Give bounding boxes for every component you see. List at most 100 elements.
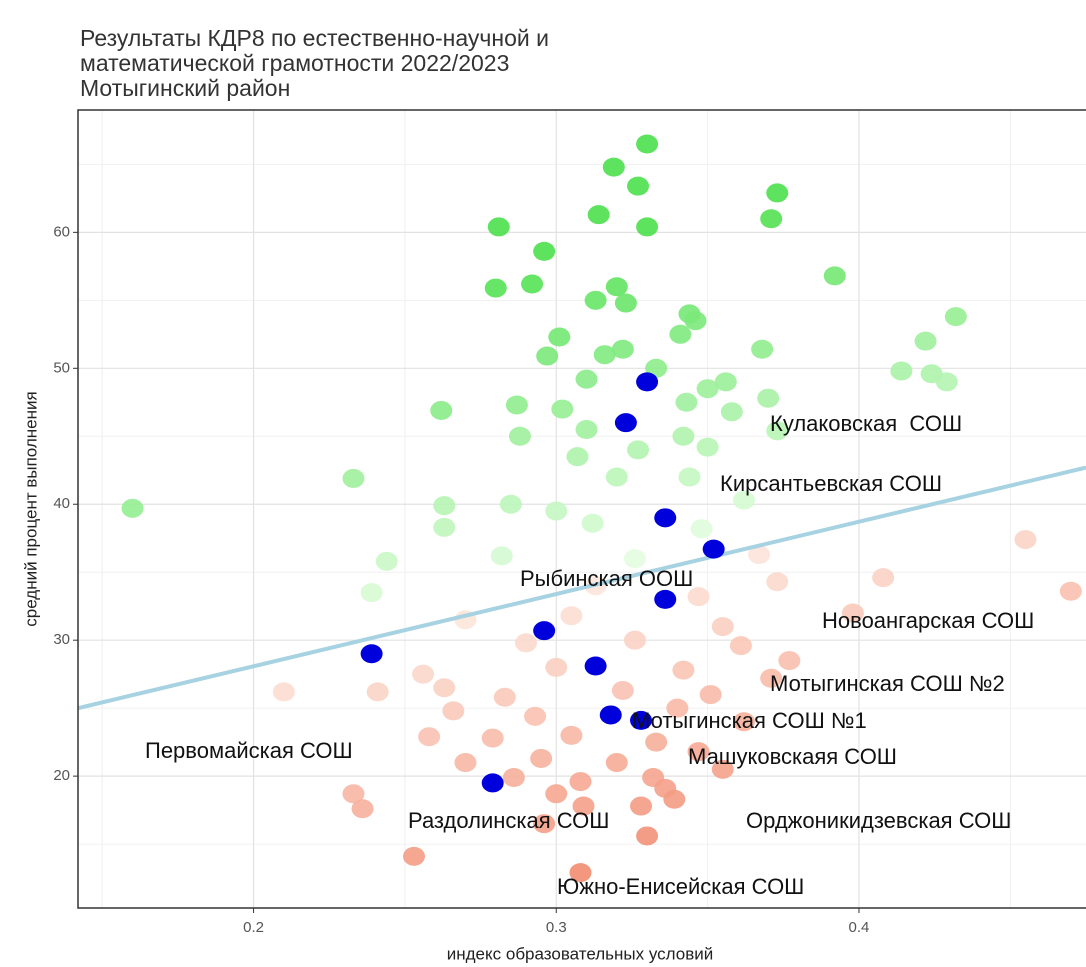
background-point [1059,581,1082,601]
school-label: Южно-Енисейская СОШ [557,874,804,899]
background-point [545,784,568,804]
background-point [502,767,525,787]
background-point [636,134,659,154]
background-point [669,324,692,344]
background-point [684,311,707,331]
background-point [732,490,755,510]
background-point [515,633,537,653]
background-point [375,551,398,571]
y-axis-label: средний процент выполнения [21,391,40,626]
background-point [732,712,755,732]
background-point [766,572,789,592]
background-point [672,426,695,446]
background-point [360,583,383,603]
background-point [690,519,713,539]
background-point [412,664,435,684]
school-label: Мотыгинская СОШ №1 [632,708,867,733]
y-tick-label: 20 [53,767,70,784]
school-point [654,508,677,528]
background-point [711,617,734,637]
background-point [627,176,649,196]
background-point [751,339,774,359]
background-point [351,799,374,819]
background-point [454,753,477,773]
school-label: Машуковскаяя СОШ [688,744,897,769]
plot-area [78,134,1086,883]
background-point [342,784,365,804]
background-point [687,742,710,762]
school-point [702,539,725,559]
background-point [611,339,634,359]
school-point [481,773,504,793]
background-point [533,241,556,261]
x-tick-label: 0.4 [849,919,870,936]
background-point [760,668,783,688]
background-point [487,217,510,237]
background-point [551,399,574,419]
background-point [366,682,389,702]
background-point [433,517,456,537]
background-point [678,467,701,487]
background-point [611,680,634,700]
background-point [729,636,752,656]
school-label: Кулаковская СОШ [770,411,962,436]
panel-border [77,109,1086,909]
background-point [508,426,531,446]
background-point [699,685,722,705]
background-point [545,657,568,677]
background-point [935,372,958,392]
background-point [575,419,598,439]
background-point [490,546,513,566]
school-point [636,372,659,392]
school-label: Новоангарская СОШ [822,608,1034,633]
background-point [548,327,571,347]
background-point [572,796,595,816]
background-point [430,400,453,420]
background-point [696,379,719,399]
background-point [630,796,653,816]
school-point [360,644,383,664]
x-tick-label: 0.2 [243,919,264,936]
school-point [584,656,607,676]
school-label: Рыбинская ООШ [520,566,693,591]
background-point [841,603,864,623]
chart-title: Результаты КДР8 по естественно-научной и [80,25,549,51]
background-point [748,545,771,565]
background-point [623,549,646,569]
trend-line [78,465,1086,711]
background-point [605,753,628,773]
background-point [636,826,659,846]
background-point [536,346,559,366]
school-point [654,589,677,609]
school-point [630,710,653,730]
background-point [524,706,547,726]
background-point [121,498,144,518]
background-point [433,678,456,698]
background-point [587,205,610,225]
background-point [418,727,441,747]
background-point [666,698,689,718]
background-point [505,395,528,415]
school-label: Мотыгинская СОШ №2 [770,671,1005,696]
background-point [569,863,592,883]
background-point [403,846,425,866]
chart-title: математической грамотности 2022/2023 [80,50,509,76]
school-label: Кирсантьевская СОШ [720,471,942,496]
background-point [1014,530,1037,550]
background-point [521,274,544,294]
y-tick-label: 50 [53,359,70,376]
background-point [623,630,646,650]
background-point [714,372,737,392]
background-point [914,331,937,351]
background-point [581,513,604,533]
background-point [560,725,583,745]
background-point [687,587,710,607]
background-point [890,361,913,381]
background-point [605,277,628,297]
background-point [560,606,583,626]
background-point [760,209,783,229]
background-point [627,440,649,460]
y-tick-label: 40 [53,495,70,512]
background-point [636,217,659,237]
background-point [533,814,556,834]
